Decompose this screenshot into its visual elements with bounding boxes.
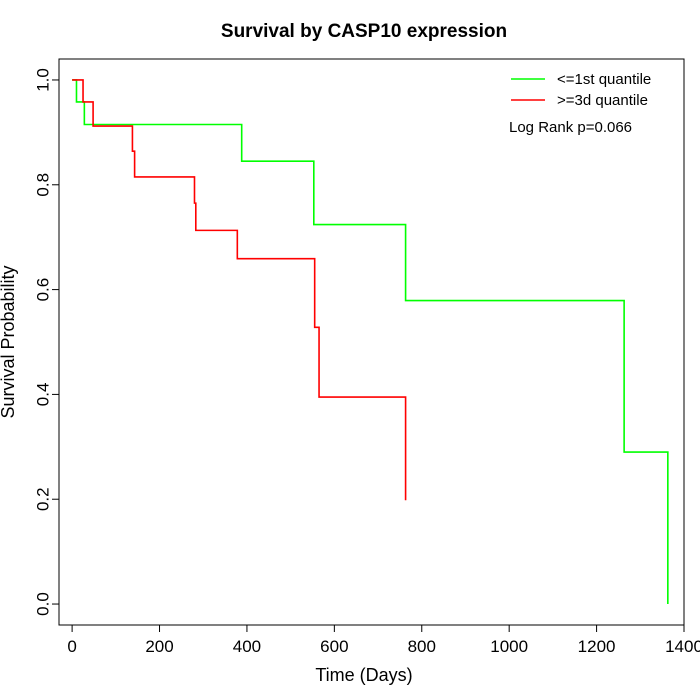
- y-tick-label: 0.8: [34, 173, 53, 197]
- y-tick-label: 1.0: [34, 68, 53, 92]
- x-axis: 0 200 400 600 800 1000 1200 1400: [67, 625, 700, 656]
- x-tick-label: 400: [233, 637, 261, 656]
- y-axis-label: Survival Probability: [0, 265, 18, 418]
- x-tick-label: 800: [408, 637, 436, 656]
- plot-frame: [58, 58, 685, 626]
- x-tick-label: 1000: [490, 637, 528, 656]
- y-tick-label: 0.4: [34, 383, 53, 407]
- legend-label-1: >=3d quantile: [557, 92, 648, 109]
- legend: <=1st quantile >=3d quantile: [511, 71, 651, 109]
- series-layer: [72, 79, 669, 605]
- chart-title: Survival by CASP10 expression: [221, 21, 507, 42]
- y-axis: 0.0 0.2 0.4 0.6 0.8 1.0: [34, 68, 59, 616]
- log-rank-annotation: Log Rank p=0.066: [509, 119, 632, 136]
- y-tick-label: 0.2: [34, 487, 53, 511]
- x-tick-label: 200: [145, 637, 173, 656]
- legend-label-0: <=1st quantile: [557, 71, 651, 88]
- y-tick-label: 0.6: [34, 278, 53, 302]
- y-tick-label: 0.0: [34, 592, 53, 616]
- x-tick-label: 1400: [665, 637, 700, 656]
- series-line-0: [72, 79, 669, 605]
- x-tick-label: 1200: [578, 637, 616, 656]
- series-line-1: [72, 79, 407, 501]
- x-tick-label: 600: [320, 637, 348, 656]
- x-tick-label: 0: [67, 637, 76, 656]
- x-axis-label: Time (Days): [315, 665, 412, 685]
